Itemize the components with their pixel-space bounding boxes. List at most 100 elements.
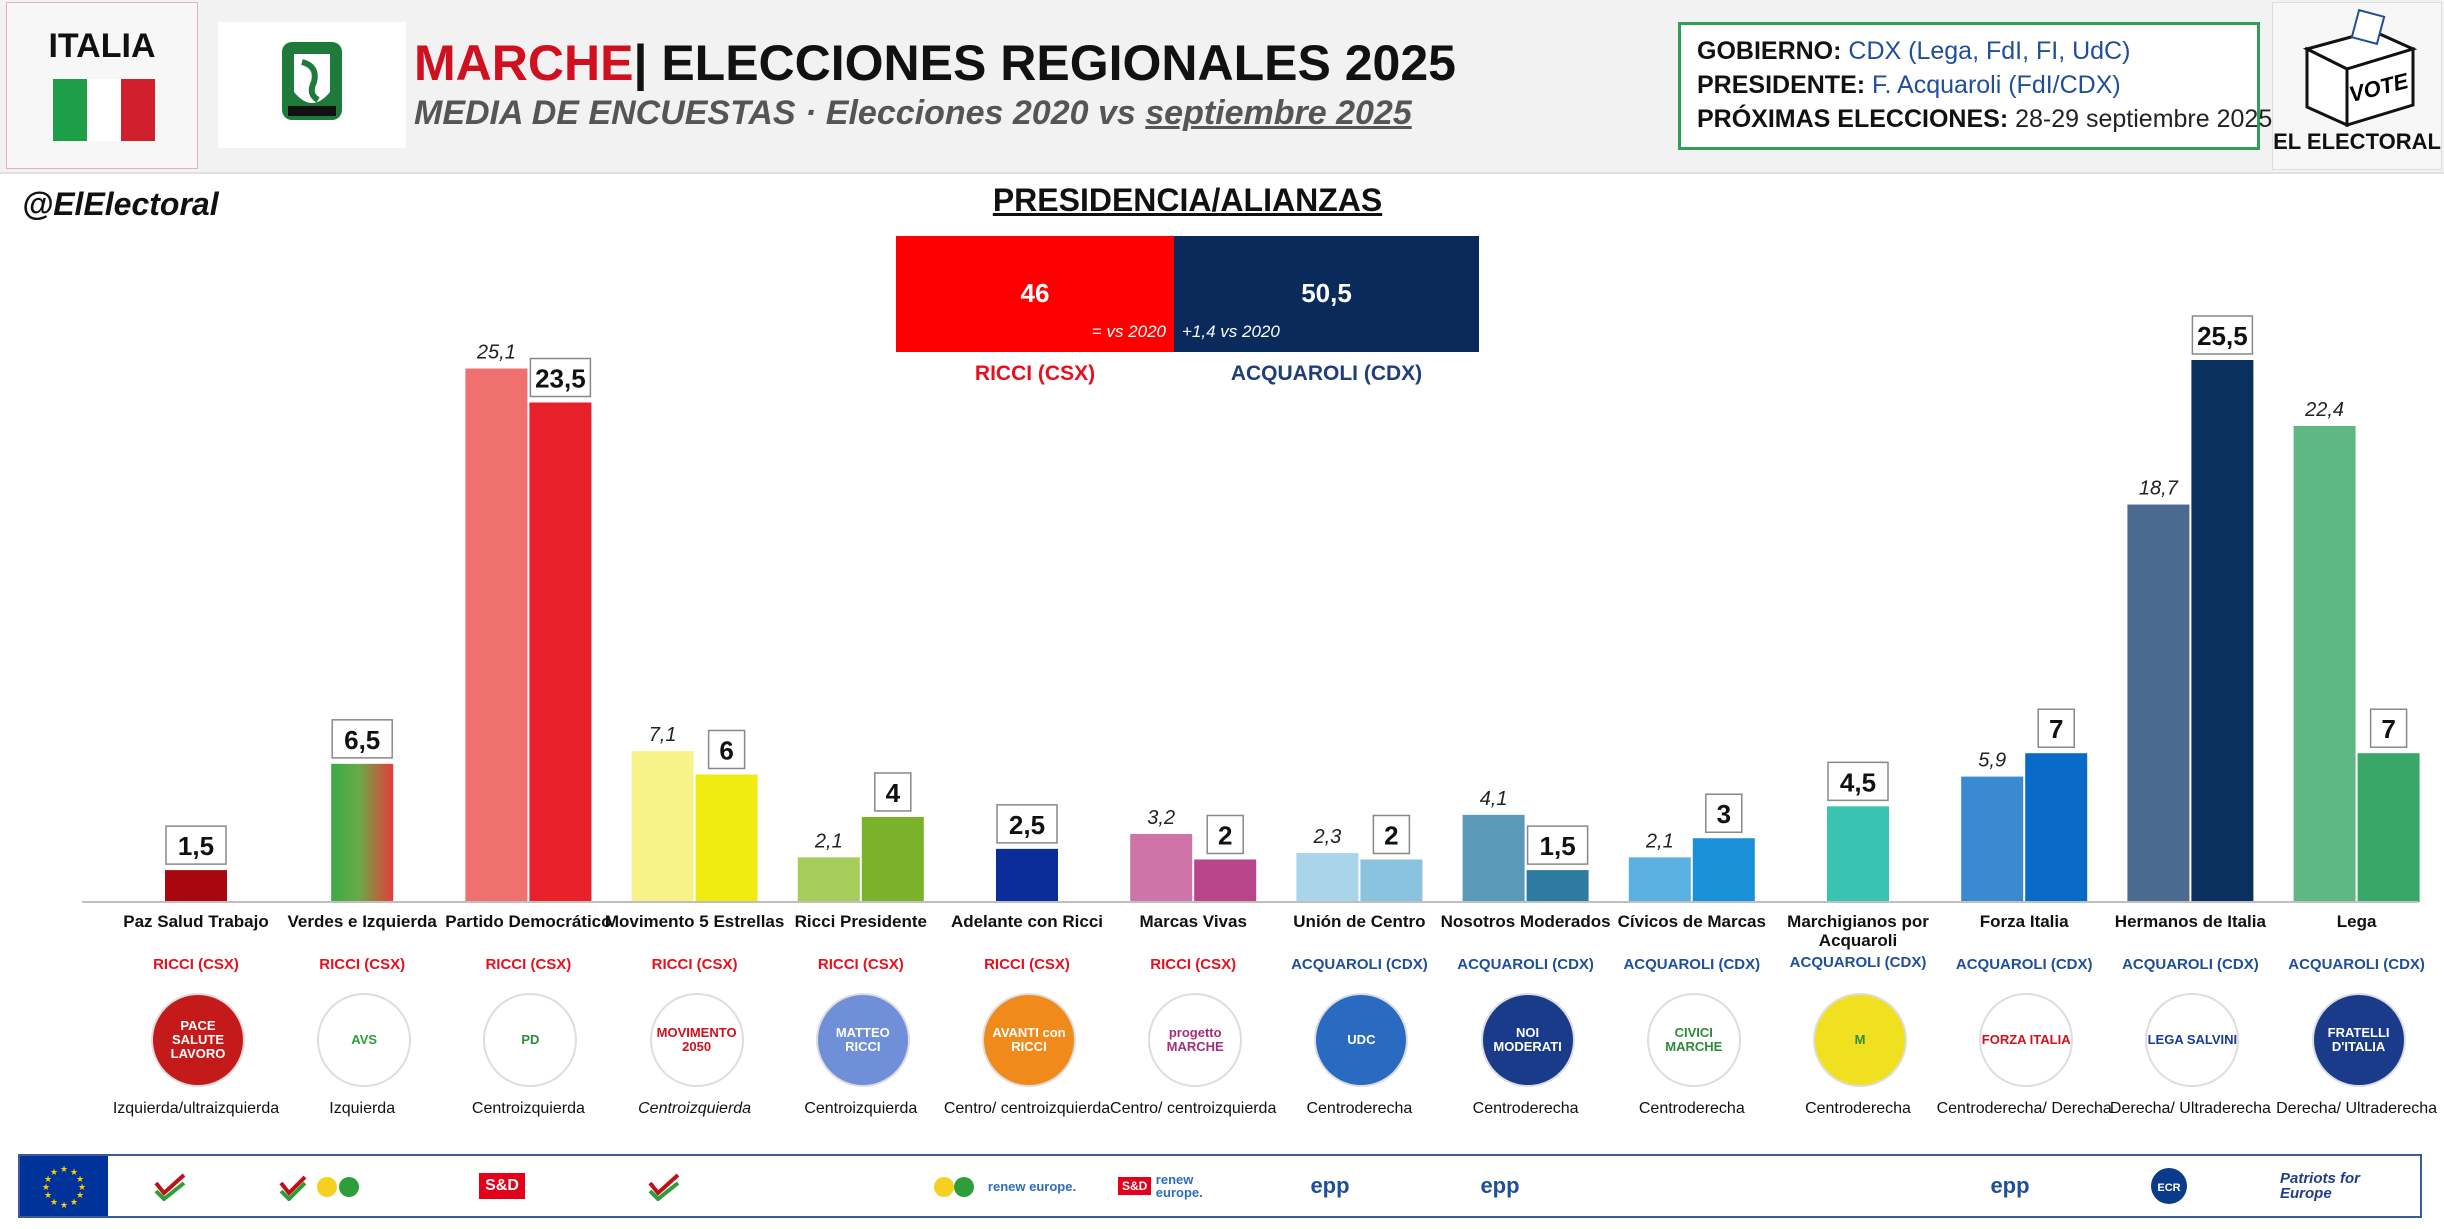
el-electoral-logo: VOTE EL ELECTORAL (2272, 2, 2442, 170)
party-logo-4: MATTEO RICCI (815, 993, 910, 1087)
party-logo-11: FORZA ITALIA (1979, 993, 2074, 1087)
bar-2020-11 (1961, 776, 2024, 902)
bar-2025-2 (529, 402, 592, 902)
label-2020-8: 4,1 (1480, 788, 1508, 810)
greens-renew-group: renew europe. (928, 1170, 1078, 1202)
party-alliance-11: ACQUAROLI (CDX) (1955, 956, 2093, 973)
label-box-2025-12 (2191, 315, 2254, 355)
label-2020-3: 7,1 (649, 724, 677, 746)
bar-2025-12 (2191, 360, 2254, 902)
party-alliance-10: ACQUAROLI (CDX) (1789, 954, 1927, 971)
bar-2025-11 (2025, 753, 2088, 902)
label-2025-13: 7 (2381, 714, 2395, 744)
bar-2025-10 (1827, 806, 1889, 902)
cdx-value: 50,5 (1301, 278, 1352, 308)
epp-group-2: epp (1460, 1170, 1540, 1202)
label-2025-12: 25,5 (2197, 321, 2248, 351)
csx-value: 46 (1020, 278, 1050, 308)
label-box-2025-2 (529, 357, 592, 398)
party-ideology-9: Centroderecha (1638, 1100, 1745, 1117)
bar-2020-9 (1628, 857, 1691, 902)
party-alliance-8: ACQUAROLI (CDX) (1457, 956, 1594, 973)
party-logo-6: progetto MARCHE (1148, 993, 1243, 1087)
renew-label-2: renew europe. (1155, 1172, 1203, 1200)
label-2025-0: 1,5 (178, 831, 214, 861)
label-2020-12: 18,7 (2139, 478, 2179, 500)
label-2025-9: 3 (1717, 799, 1731, 829)
marche-logo (218, 22, 406, 148)
label-2020-7: 2,3 (1312, 826, 1341, 848)
party-name-4: Ricci Presidente (794, 912, 927, 931)
gobierno-label: GOBIERNO: (1697, 37, 1842, 65)
svg-text:★: ★ (44, 1191, 52, 1201)
epp-label-3: epp (1990, 1173, 2030, 1198)
presidency-title: PRESIDENCIA/ALIANZAS (992, 182, 1383, 218)
svg-text:★: ★ (76, 1175, 84, 1185)
subtitle-date: septiembre 2025 (1145, 94, 1412, 132)
presidency-cdx-box: 50,5 +1,4 vs 2020 (1174, 236, 1479, 352)
greens-icon (933, 1177, 974, 1197)
label-2025-4: 4 (886, 778, 901, 808)
party-ideology-10: Centroderecha (1805, 1100, 1911, 1117)
bar-2020-7 (1296, 853, 1359, 902)
party-alliance-5: RICCI (CSX) (984, 956, 1070, 973)
presidente-label: PRESIDENTE: (1697, 71, 1866, 99)
label-2025-7: 2 (1384, 820, 1398, 850)
party-alliance-0: RICCI (CSX) (153, 956, 239, 973)
cdx-note: +1,4 vs 2020 (1182, 322, 1280, 341)
party-ideology-3: Centroizquierda (638, 1100, 752, 1117)
party-alliance-7: ACQUAROLI (CDX) (1291, 956, 1428, 973)
presidente-line: PRESIDENTE: F. Acquaroli (FdI/CDX) (1697, 71, 2121, 100)
ecr-label: ECR (2157, 1182, 2180, 1194)
sd-label: S&D (479, 1173, 525, 1199)
party-alliance-2: RICCI (CSX) (485, 956, 572, 973)
label-2020-4: 2,1 (814, 830, 843, 852)
party-ideology-11: Centroderecha/ Derecha (1936, 1100, 2112, 1117)
presidente-value: F. Acquaroli (FdI/CDX) (1872, 71, 2121, 99)
svg-text:★: ★ (76, 1191, 84, 1201)
party-ideology-2: Centroizquierda (471, 1100, 585, 1117)
epp-group: epp (1290, 1170, 1370, 1202)
label-2025-1: 6,5 (344, 725, 380, 755)
svg-text:★: ★ (50, 1198, 58, 1208)
party-logo-3: MOVIMENTO 2050 (649, 993, 744, 1087)
party-name-12: Hermanos de Italia (2114, 912, 2266, 931)
party-alliance-13: ACQUAROLI (CDX) (2288, 956, 2425, 973)
party-logo-0: PACE SALUTE LAVORO (151, 993, 245, 1087)
eu-flag-icon: ★ ★ ★ ★ ★ ★ ★ ★ ★ ★ ★ ★ (20, 1156, 108, 1216)
label-2020-11: 5,9 (1978, 750, 2006, 772)
bar-2020-6 (1130, 833, 1193, 902)
label-2020-13: 22,4 (2304, 399, 2344, 421)
epp-label-2: epp (1480, 1173, 1520, 1198)
label-box-2025-10 (1827, 761, 1889, 802)
svg-text:★: ★ (42, 1183, 50, 1193)
party-ideology-7: Centroderecha (1306, 1100, 1413, 1117)
sd-renew-group: S&D renew europe. (1118, 1170, 1228, 1202)
bar-2020-2 (465, 368, 528, 902)
page-subtitle: MEDIA DE ENCUESTAS · Elecciones 2020 vs … (414, 94, 1412, 133)
bar-2025-5 (996, 848, 1058, 902)
bar-2025-8 (1526, 870, 1589, 902)
party-ideology-12: Derecha/ Ultraderecha (2109, 1100, 2271, 1117)
bar-2025-4 (861, 816, 924, 902)
left-group-icon (140, 1170, 200, 1202)
bar-2020-8 (1462, 814, 1525, 902)
party-alliance-6: RICCI (CSX) (1150, 956, 1237, 973)
party-logo-9: CIVICI MARCHE (1646, 993, 1741, 1087)
sd-group-label: S&D (472, 1170, 532, 1202)
left-group-icon-2 (634, 1170, 694, 1202)
bar-2025-7 (1360, 859, 1423, 902)
label-2020-9: 2,1 (1645, 830, 1674, 852)
party-logo-2: PD (483, 993, 578, 1087)
bar-2025-13 (2357, 753, 2420, 902)
subtitle-prefix: MEDIA DE ENCUESTAS · Elecciones 2020 vs (414, 94, 1146, 132)
label-2025-2: 23,5 (535, 364, 586, 394)
csx-candidate: RICCI (CSX) (974, 362, 1096, 385)
label-box-2025-13 (2369, 708, 2408, 748)
label-2025-10: 4,5 (1840, 767, 1876, 797)
bar-2020-13 (2293, 425, 2356, 902)
italy-flag-icon (53, 79, 155, 141)
svg-text:★: ★ (60, 1165, 68, 1175)
label-box-2025-9 (1705, 793, 1743, 833)
header: ITALIA MARCHE| ELECCIONES REGIONALES 202… (0, 0, 2444, 174)
